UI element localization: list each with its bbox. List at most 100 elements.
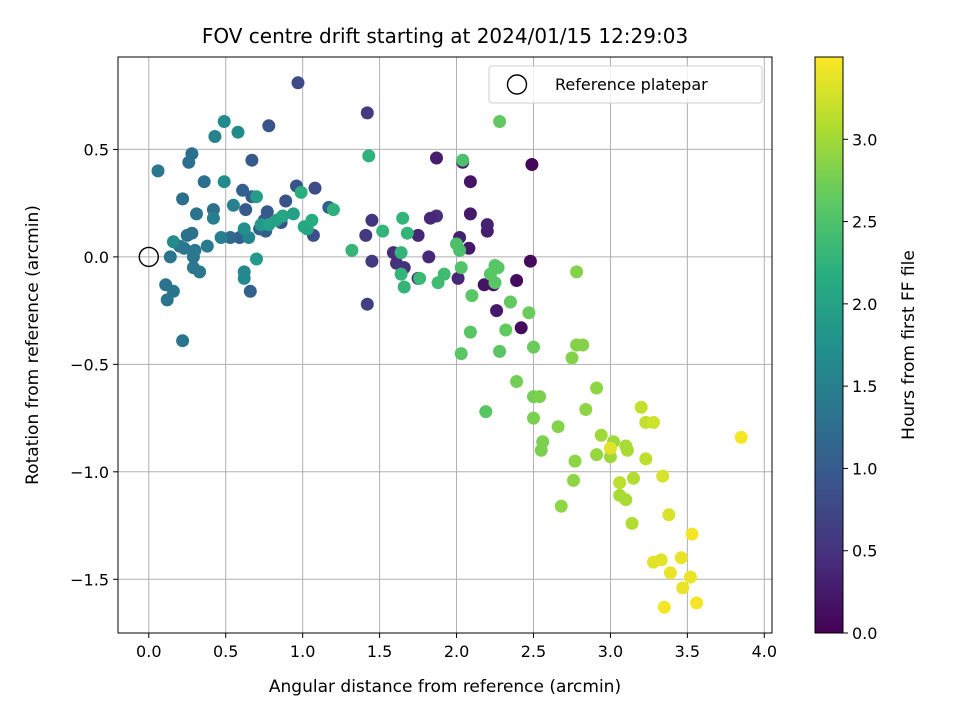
data-point (613, 476, 627, 490)
data-point (396, 211, 410, 225)
data-point (499, 323, 513, 337)
data-point (488, 276, 502, 290)
data-point (217, 115, 231, 128)
data-point (603, 441, 617, 455)
data-point (490, 304, 504, 318)
data-point (480, 218, 494, 232)
colorbar-tick-label: 0.0 (852, 624, 877, 643)
data-point (533, 390, 547, 404)
data-point (527, 340, 540, 354)
data-point (463, 325, 477, 339)
data-point (523, 254, 537, 268)
legend-marker (506, 74, 528, 95)
data-point (394, 246, 408, 260)
data-point (534, 443, 548, 457)
data-point (465, 289, 479, 303)
y-axis-label: Rotation from reference (arcmin) (23, 205, 43, 485)
data-point (231, 125, 245, 139)
data-point (151, 164, 165, 178)
data-point (362, 149, 376, 163)
colorbar: 0.0 0.5 1.0 1.5 2.0 2.5 3.0 Hours from first F… (814, 56, 919, 643)
data-point (294, 185, 308, 199)
data-point (451, 271, 465, 285)
data-point (190, 207, 203, 221)
x-tick-label: 4.0 (752, 642, 777, 661)
data-point (491, 261, 505, 275)
data-point (522, 306, 536, 320)
data-point (260, 205, 274, 219)
data-point (411, 228, 425, 242)
data-point (493, 115, 507, 128)
x-tick-label: 3.5 (675, 642, 700, 661)
data-point (243, 284, 257, 298)
data-point (193, 265, 207, 279)
y-tick-label: 0.0 (84, 248, 109, 267)
legend-box (488, 65, 763, 104)
data-point (345, 243, 359, 257)
data-point (262, 119, 276, 133)
data-point (223, 231, 237, 244)
data-point (657, 600, 671, 614)
data-point (477, 278, 491, 292)
x-axis-label: Angular distance from reference (arcmin) (269, 677, 621, 697)
data-point (437, 267, 451, 281)
data-point (663, 566, 677, 580)
data-point (226, 198, 240, 212)
data-point (430, 151, 443, 165)
data-point (413, 271, 427, 285)
data-point (163, 250, 177, 264)
data-point (554, 499, 568, 513)
data-point (237, 222, 251, 236)
x-tick-label: 3.0 (598, 642, 623, 661)
data-point (463, 175, 477, 189)
x-tick-label: 1.5 (367, 642, 392, 661)
data-point (510, 375, 524, 388)
chart-title: FOV centre drift starting at 2024/01/15 … (202, 24, 688, 48)
data-point (326, 203, 340, 217)
data-point (217, 175, 231, 189)
colorbar-tick-label: 1.0 (852, 459, 877, 478)
x-tick-label: 1.0 (290, 642, 315, 661)
data-point (527, 411, 540, 425)
data-point (291, 76, 305, 90)
data-point (590, 448, 604, 462)
data-point (525, 158, 539, 171)
data-point (422, 250, 436, 264)
data-point (365, 254, 379, 268)
colorbar-tick-label: 3.0 (852, 130, 877, 149)
data-point (683, 570, 697, 584)
data-point (627, 471, 640, 485)
x-tick-label: 0.0 (136, 642, 161, 661)
data-point (279, 194, 293, 208)
data-point (493, 344, 507, 358)
x-axis-ticks: 0.0 0.5 1.0 1.5 2.0 2.5 3.0 3.5 4.0 (136, 633, 777, 661)
data-point (305, 213, 319, 227)
data-point (250, 252, 263, 266)
y-axis-ticks: 0.5 0.0 −0.5 −1.0 −1.5 (70, 140, 118, 589)
data-point (239, 203, 253, 217)
data-point (594, 428, 608, 442)
data-point (551, 420, 565, 434)
data-point (676, 581, 690, 595)
x-tick-label: 2.5 (521, 642, 546, 661)
data-point (365, 213, 379, 227)
data-point (208, 130, 222, 143)
data-point (400, 226, 414, 240)
data-point (734, 430, 748, 444)
data-point (503, 295, 517, 309)
data-point (359, 228, 373, 242)
data-point (634, 400, 648, 414)
data-point (276, 209, 290, 223)
data-point (568, 454, 582, 468)
data-point (654, 553, 668, 567)
data-point (308, 181, 322, 195)
data-point (454, 347, 468, 361)
data-point (510, 274, 524, 287)
data-point (463, 207, 477, 221)
y-tick-label: −1.5 (70, 570, 109, 589)
data-point (360, 297, 374, 311)
data-point (662, 508, 676, 522)
colorbar-gradient (814, 56, 844, 634)
